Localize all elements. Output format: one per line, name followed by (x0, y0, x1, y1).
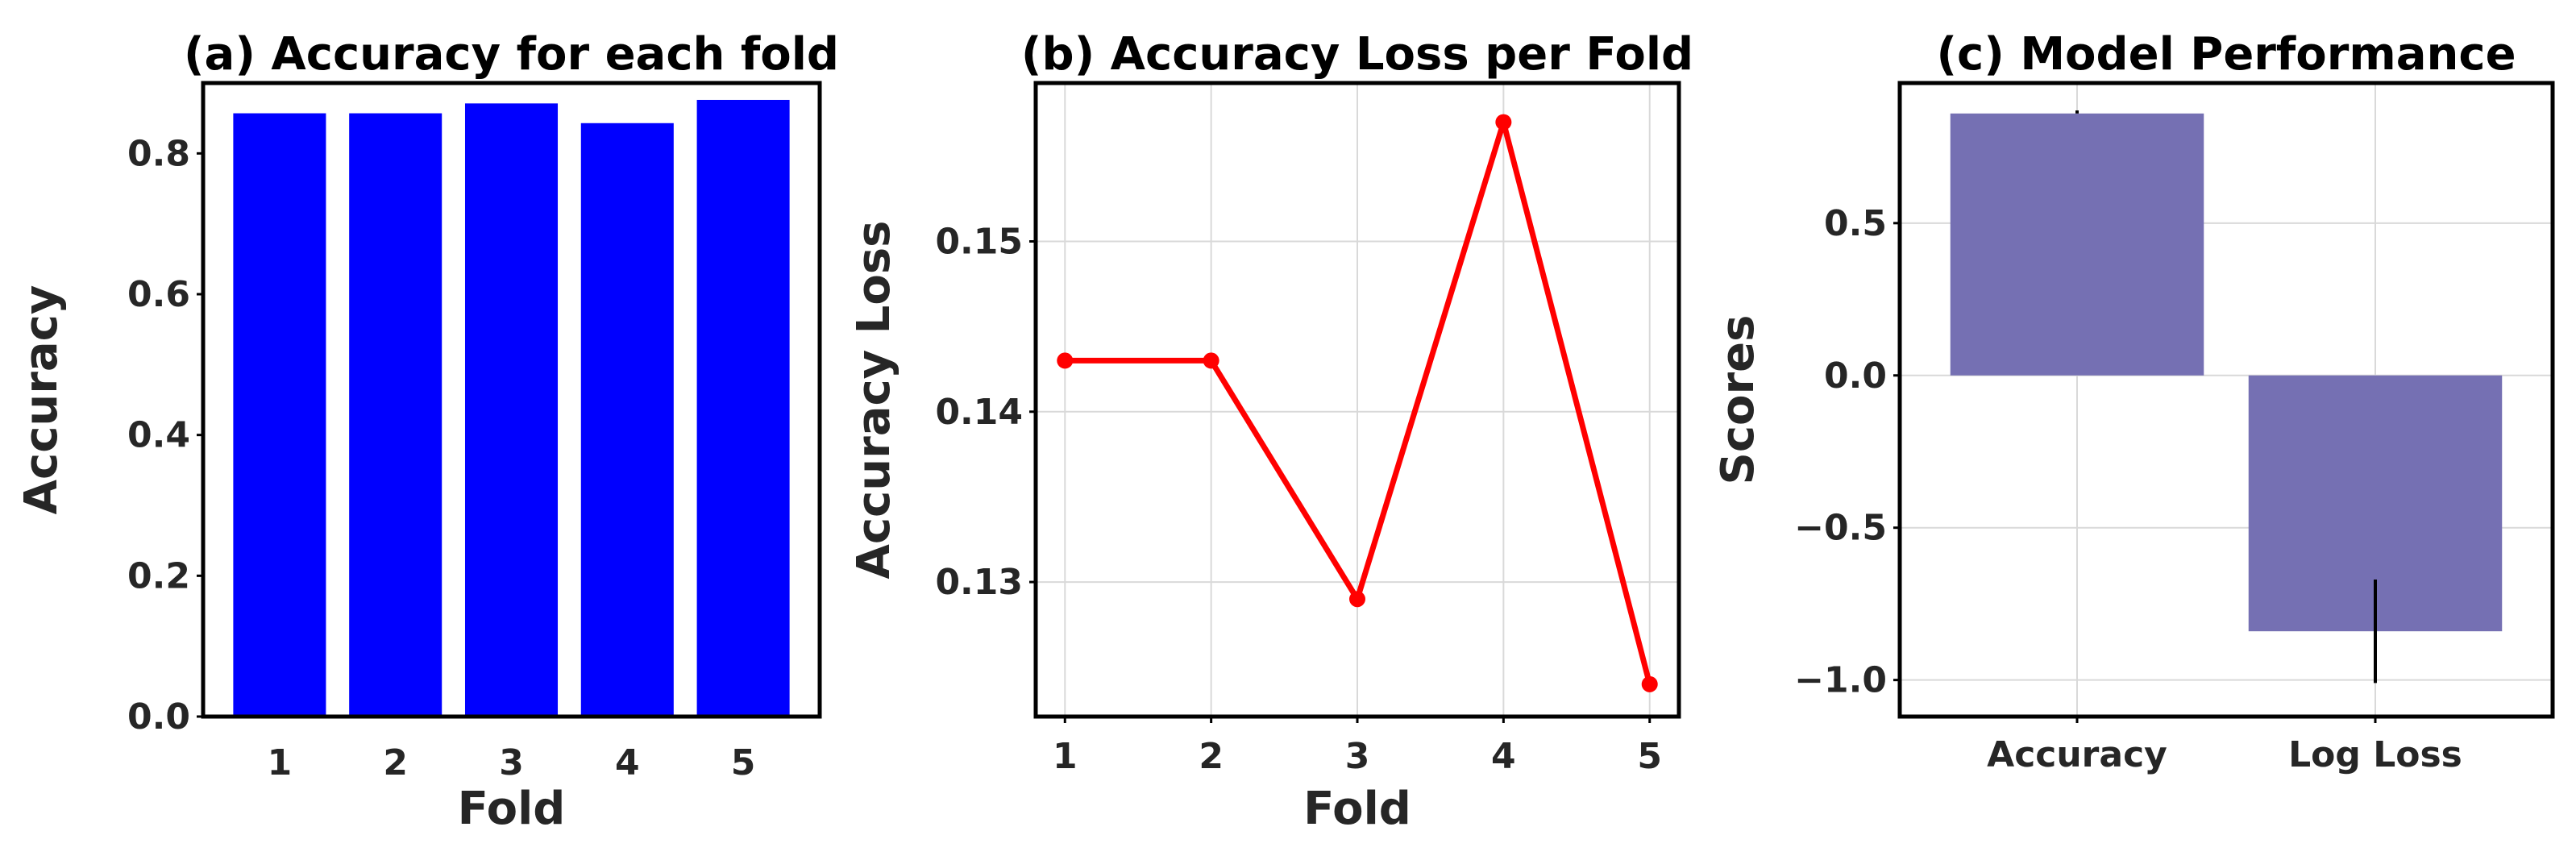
accuracy-bar (233, 113, 326, 717)
loss-point (1057, 352, 1074, 369)
y-tick-label: 0.0 (127, 696, 190, 738)
score-bar (1950, 113, 2204, 376)
x-tick-label: 5 (731, 742, 756, 783)
axes-frame (201, 81, 822, 719)
x-tick-label: Log Loss (2288, 734, 2462, 775)
x-axis-label: Fold (458, 783, 566, 835)
y-tick-label: 0.4 (127, 415, 190, 456)
accuracy-bar (464, 103, 559, 717)
axes-frame (1033, 81, 1681, 719)
y-tick-label: 0.2 (127, 555, 190, 596)
x-tick-label: Accuracy (1987, 734, 2167, 775)
y-axis-label: Scores (1712, 315, 1764, 485)
y-tick-label: 0.8 (127, 133, 190, 174)
loss-point (1495, 114, 1512, 131)
x-tick-label: 4 (1491, 736, 1516, 777)
chart-title: (c) Model Performance (1936, 28, 2516, 81)
axes-frame (1897, 81, 2555, 719)
x-tick-label: 3 (499, 742, 524, 783)
y-axis-label: Accuracy (15, 285, 68, 515)
x-tick-label: 5 (1637, 736, 1662, 777)
y-tick-label: 0.6 (127, 274, 190, 315)
loss-point (1349, 591, 1365, 608)
y-axis-label: Accuracy Loss (848, 220, 900, 579)
chart-title: (b) Accuracy Loss per Fold (1021, 28, 1693, 81)
y-tick-label: 0.14 (935, 392, 1023, 433)
chart-title: (a) Accuracy for each fold (184, 28, 839, 81)
y-tick-label: 0.13 (935, 562, 1023, 603)
y-tick-label: −1.0 (1794, 660, 1887, 701)
x-tick-label: 1 (1053, 736, 1078, 777)
x-tick-label: 4 (615, 742, 640, 783)
accuracy-bar (580, 123, 674, 717)
y-tick-label: 0.0 (1824, 355, 1887, 397)
accuracy-bar (696, 99, 790, 717)
x-tick-label: 2 (1199, 736, 1224, 777)
accuracy-bar (349, 113, 442, 717)
loss-point (1641, 675, 1658, 692)
x-tick-label: 2 (383, 742, 408, 783)
y-tick-label: −0.5 (1794, 508, 1887, 549)
y-tick-label: 0.15 (935, 222, 1023, 263)
y-tick-label: 0.5 (1824, 203, 1887, 244)
x-tick-label: 3 (1345, 736, 1370, 777)
loss-point (1203, 352, 1219, 369)
x-axis-label: Fold (1303, 783, 1411, 835)
x-tick-label: 1 (268, 742, 293, 783)
